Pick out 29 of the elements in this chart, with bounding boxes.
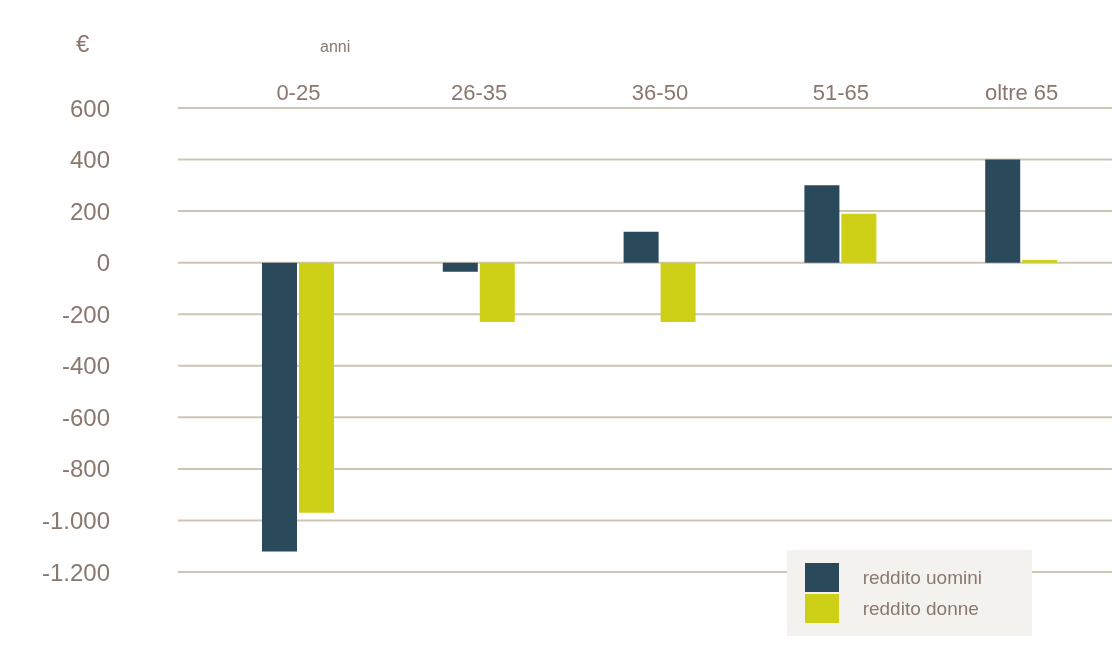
y-tick-label: -600: [61, 403, 110, 431]
bar: [660, 262, 696, 322]
bar: [1022, 260, 1058, 263]
y-tick-label: 0: [96, 249, 110, 277]
y-axis-title: €: [76, 30, 90, 58]
bar: [479, 262, 515, 322]
y-tick-label: 400: [69, 146, 110, 174]
x-tick-label: 26-35: [451, 80, 508, 105]
y-tick-label: -200: [61, 300, 110, 328]
x-tick-label: 36-50: [631, 80, 689, 105]
bar: [623, 231, 659, 263]
y-tick-label: -400: [61, 352, 110, 380]
bar: [442, 262, 478, 272]
y-tick-label: 600: [69, 94, 110, 122]
x-tick-label: 51-65: [812, 80, 869, 105]
x-tick-label: oltre 65: [984, 80, 1059, 105]
legend-label: reddito donne: [862, 597, 979, 620]
x-tick-label: 0-25: [276, 80, 321, 105]
bar: [299, 262, 334, 513]
text: anni: [320, 38, 351, 56]
y-tick-label: -800: [61, 455, 110, 483]
y-tick-label: 200: [69, 197, 110, 225]
y-tick-label: -1.200: [41, 558, 110, 586]
bar: [985, 159, 1021, 263]
bar: [804, 185, 840, 263]
bar: [841, 213, 877, 263]
legend-label: reddito uomini: [862, 566, 982, 589]
bar: [262, 262, 297, 552]
y-tick-label: -1.000: [41, 506, 110, 534]
